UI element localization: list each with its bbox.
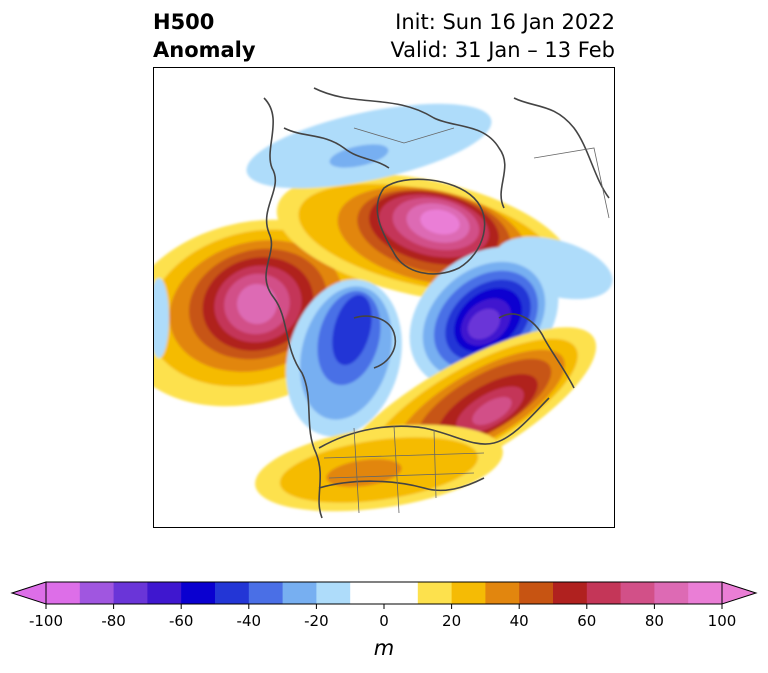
colorbar-ticks: -100 -80 -60 -40 -20 0 20 40 60 80 100	[29, 604, 736, 630]
title-line-1: H500	[153, 10, 215, 34]
colorbar-segment	[350, 582, 385, 604]
colorbar-segment	[485, 582, 520, 604]
colorbar-extend-low	[10, 581, 47, 605]
colorbar-tick-label: 60	[577, 612, 596, 630]
colorbar-tick-label: 20	[442, 612, 461, 630]
colorbar-segment	[282, 582, 317, 604]
colorbar-tick-label: 0	[379, 612, 389, 630]
colorbar-tick-label: 40	[510, 612, 529, 630]
date-info: Init: Sun 16 Jan 2022 Valid: 31 Jan – 13…	[390, 8, 615, 64]
colorbar-segment	[316, 582, 351, 604]
colorbar-tick-label: -60	[169, 612, 194, 630]
colorbar-segment	[451, 582, 486, 604]
title-line-2: Anomaly	[153, 38, 256, 62]
anomaly-fields	[154, 103, 613, 512]
colorbar-tick-label: 80	[645, 612, 664, 630]
colorbar-segment	[586, 582, 622, 604]
coastlines	[263, 87, 610, 519]
colorbar-segment	[553, 582, 588, 604]
colorbar-tick-label: -20	[304, 612, 329, 630]
colorbar-segment	[620, 582, 655, 604]
valid-range: Valid: 31 Jan – 13 Feb	[390, 38, 615, 62]
colorbar-segment	[215, 582, 250, 604]
colorbar-segments	[10, 581, 758, 605]
country-borders	[323, 127, 610, 514]
colorbar-segment	[654, 582, 689, 604]
colorbar-tick-label: -100	[29, 612, 63, 630]
colorbar-segment	[248, 582, 284, 604]
colorbar: -100 -80 -60 -40 -20 0 20 40 60 80 100	[10, 581, 758, 630]
map-panel	[153, 67, 615, 528]
colorbar-extend-high	[721, 581, 758, 605]
colorbar-segment	[519, 582, 554, 604]
colorbar-segment	[181, 582, 216, 604]
colorbar-segment	[113, 582, 148, 604]
map-title: H500 Anomaly	[153, 8, 256, 64]
colorbar-segment	[46, 582, 81, 604]
colorbar-unit: m	[373, 636, 395, 660]
colorbar-tick-label: -80	[101, 612, 126, 630]
colorbar-segment	[417, 582, 453, 604]
colorbar-segment	[384, 582, 419, 604]
canada-trough	[286, 279, 402, 437]
colorbar-tick-label: 100	[708, 612, 737, 630]
colorbar-segment	[79, 582, 115, 604]
colorbar-segment	[147, 582, 182, 604]
anomaly-map	[154, 87, 613, 519]
colorbar-segment	[688, 582, 723, 604]
init-date: Init: Sun 16 Jan 2022	[395, 10, 615, 34]
colorbar-tick-label: -40	[237, 612, 262, 630]
